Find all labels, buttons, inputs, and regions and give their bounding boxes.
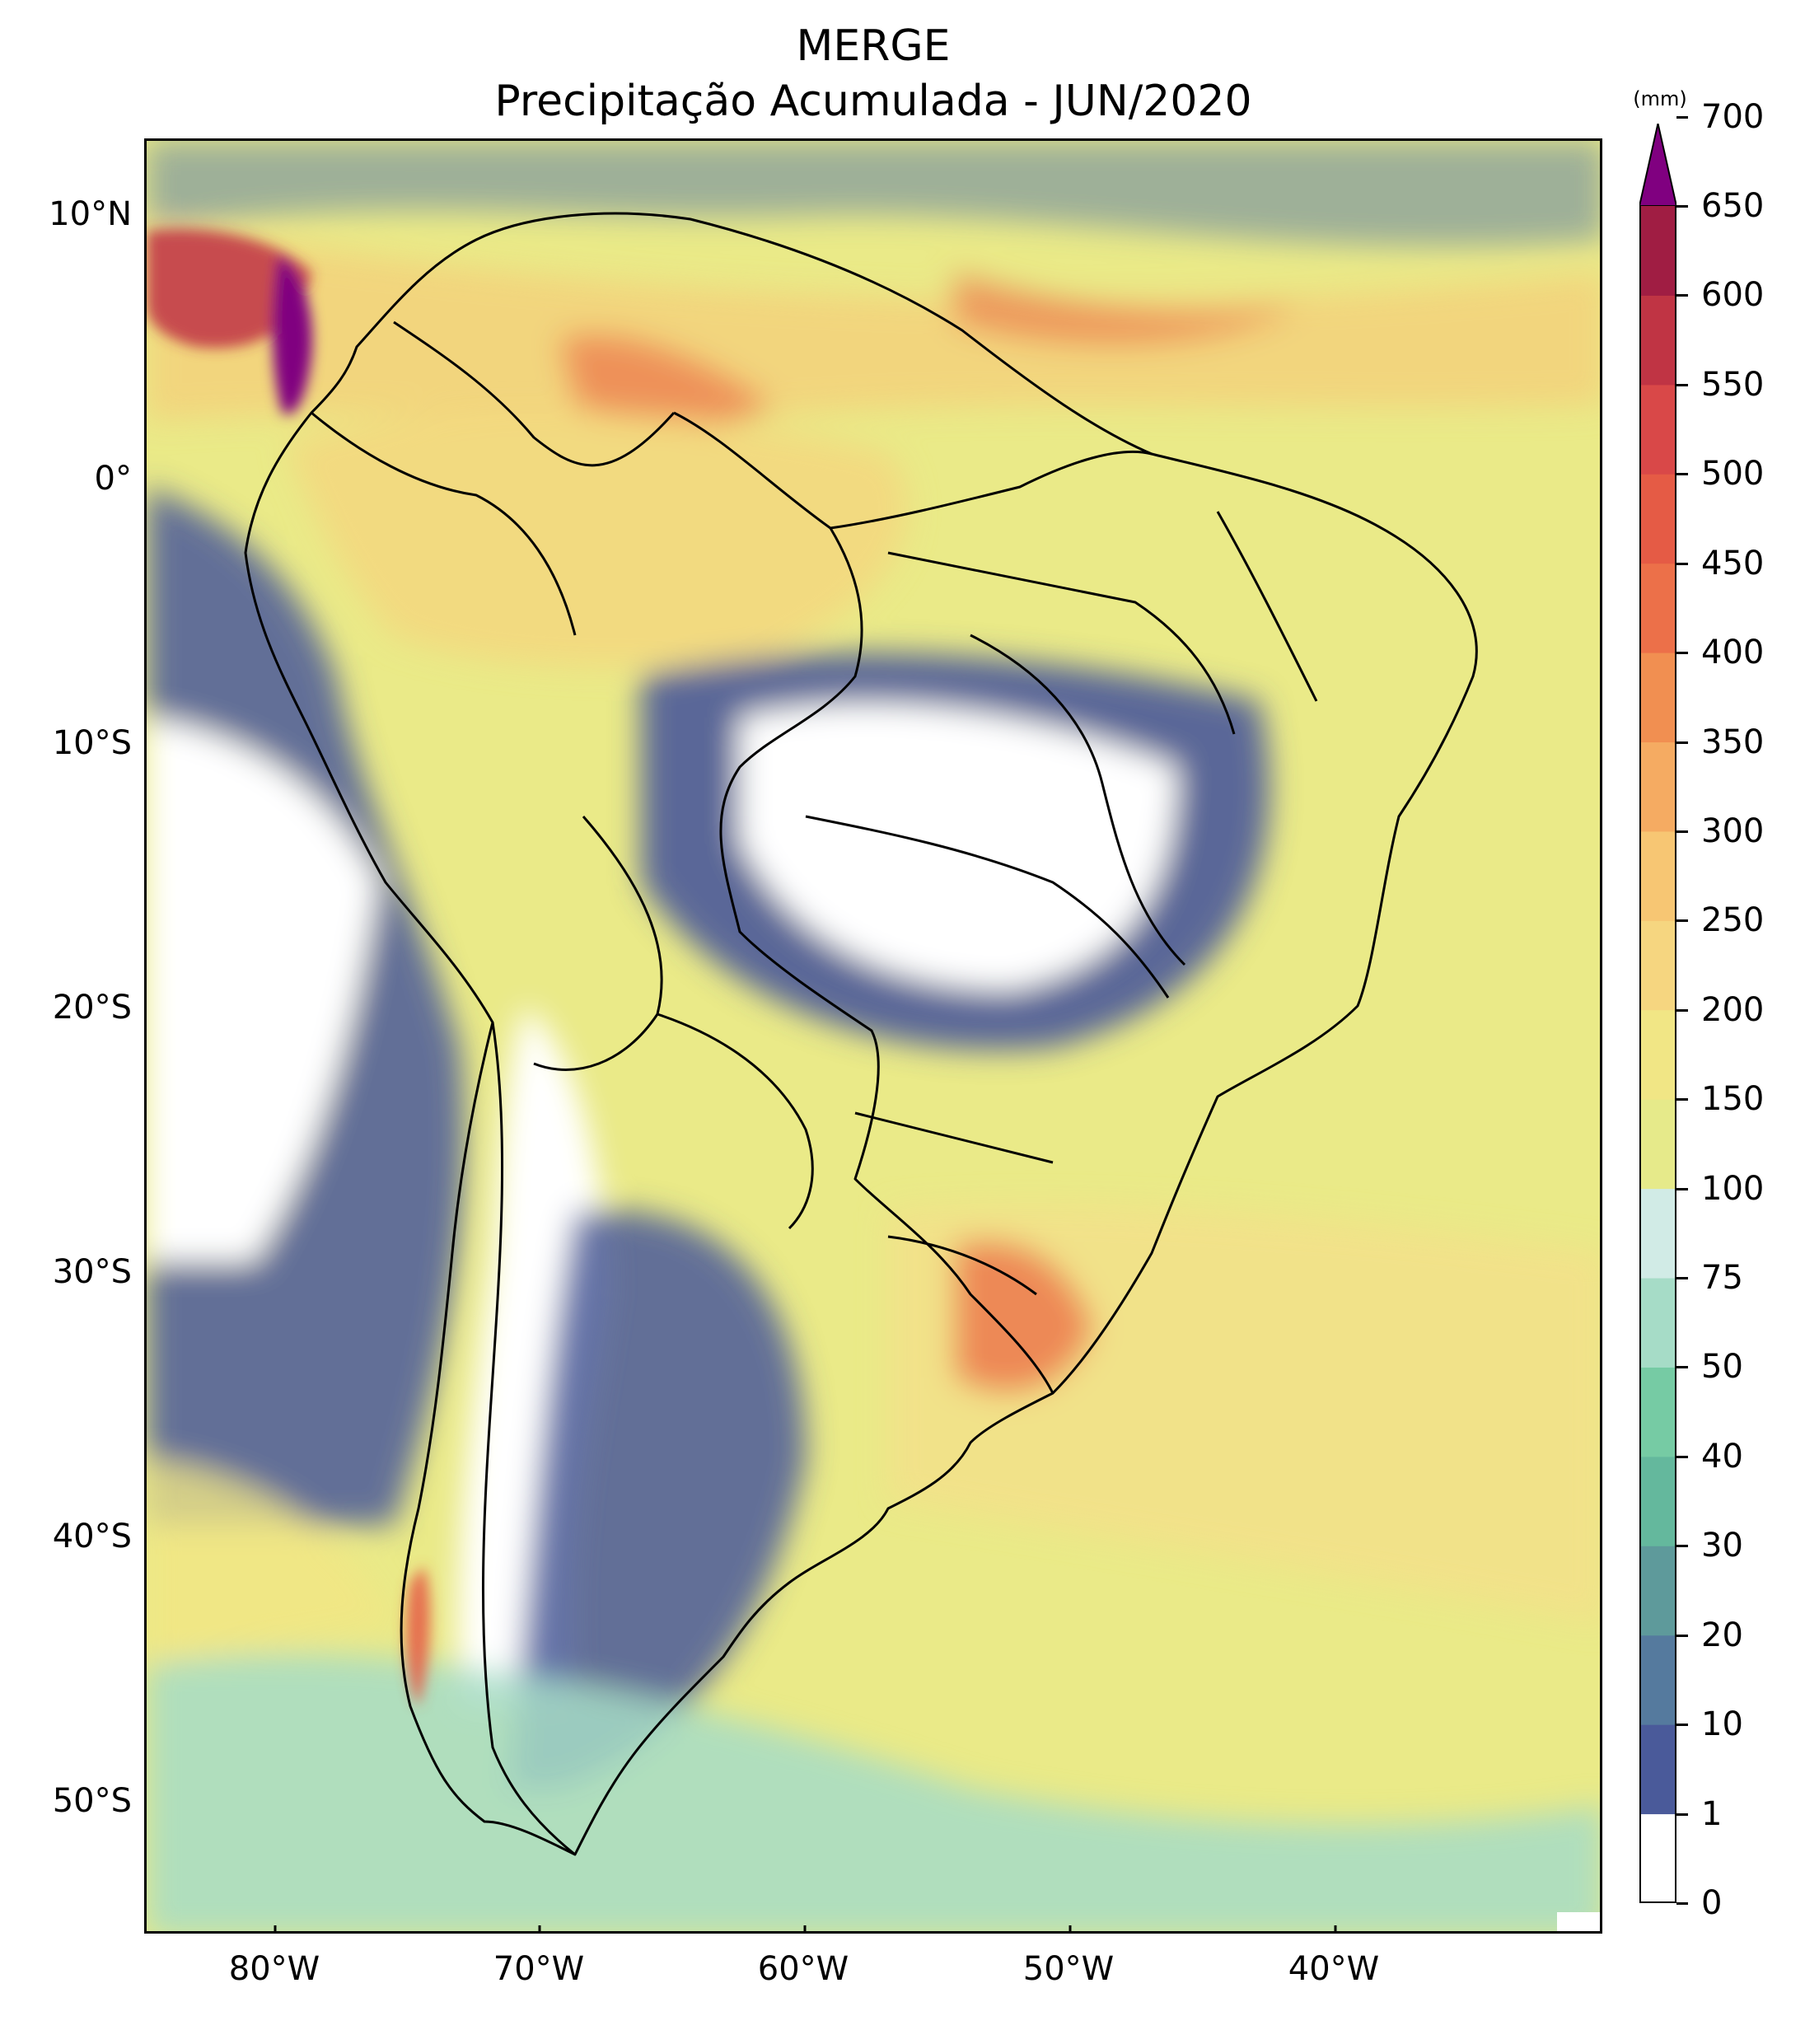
colorbar-tick-mark: [1676, 1366, 1688, 1369]
colorbar-tick-label: 40: [1701, 1437, 1743, 1476]
colorbar-tick-mark: [1676, 294, 1688, 297]
lon-tick: 70°W: [493, 1950, 585, 1988]
inpe-logo: INPE: [1557, 1912, 1600, 1931]
colorbar-tick-mark: [1676, 652, 1688, 655]
colorbar-tick-label: 150: [1701, 1080, 1765, 1119]
colorbar-segment: [1639, 1456, 1676, 1546]
lat-tick: 40°S: [52, 1518, 132, 1555]
colorbar: [1639, 124, 1676, 1903]
precipitation-map: INPE: [144, 138, 1602, 1934]
colorbar-segment: [1639, 1188, 1676, 1279]
colorbar-tick-label: 200: [1701, 990, 1765, 1029]
colorbar-segment: [1639, 1009, 1676, 1100]
colorbar-segment: [1639, 1278, 1676, 1368]
colorbar-tick-label: 700: [1701, 97, 1765, 136]
colorbar-tick-mark: [1676, 383, 1688, 386]
lat-tick: 10°S: [52, 724, 132, 762]
colorbar-segment: [1639, 920, 1676, 1011]
colorbar-tick-mark: [1676, 1902, 1688, 1905]
colorbar-tick-label: 1: [1701, 1794, 1723, 1833]
colorbar-tick-label: 0: [1701, 1884, 1723, 1922]
colorbar-segment: [1639, 1724, 1676, 1815]
colorbar-segment: [1639, 206, 1676, 296]
colorbar-tick-mark: [1676, 1812, 1688, 1816]
colorbar-segment: [1639, 295, 1676, 386]
colorbar-segment: [1639, 1813, 1676, 1903]
colorbar-tick-mark: [1676, 205, 1688, 208]
colorbar-segment: [1639, 1635, 1676, 1725]
lon-tick: 80°W: [228, 1950, 320, 1988]
lon-tick: 50°W: [1022, 1950, 1115, 1988]
map-title: MERGE: [796, 21, 951, 71]
colorbar-tick-mark: [1676, 1545, 1688, 1548]
lon-tick: 40°W: [1288, 1950, 1380, 1988]
colorbar-tick-mark: [1676, 473, 1688, 476]
colorbar-segment: [1639, 563, 1676, 653]
colorbar-tick-label: 350: [1701, 723, 1765, 761]
colorbar-tick-label: 300: [1701, 812, 1765, 850]
colorbar-tick-mark: [1676, 830, 1688, 833]
colorbar-segment: [1639, 652, 1676, 743]
colorbar-tick-label: 100: [1701, 1169, 1765, 1208]
colorbar-extend-arrow: [1639, 124, 1676, 207]
colorbar-segment: [1639, 1099, 1676, 1190]
lat-tick: 20°S: [52, 989, 132, 1027]
colorbar-tick-mark: [1676, 1724, 1688, 1727]
colorbar-tick-label: 30: [1701, 1527, 1743, 1565]
colorbar-segment: [1639, 384, 1676, 475]
colorbar-unit: (mm): [1633, 87, 1687, 110]
lat-tick: 50°S: [52, 1782, 132, 1820]
colorbar-tick-mark: [1676, 1455, 1688, 1458]
colorbar-tick-mark: [1676, 741, 1688, 744]
colorbar-tick-mark: [1676, 1634, 1688, 1637]
colorbar-tick-label: 75: [1701, 1259, 1743, 1298]
colorbar-segment: [1639, 830, 1676, 921]
lat-tick: 0°: [94, 460, 132, 498]
lat-tick: 30°S: [52, 1253, 132, 1291]
colorbar-tick-label: 20: [1701, 1616, 1743, 1654]
colorbar-tick-label: 500: [1701, 455, 1765, 493]
colorbar-tick-label: 10: [1701, 1705, 1743, 1744]
map-subtitle: Precipitação Acumulada - JUN/2020: [494, 77, 1252, 126]
colorbar-segment: [1639, 1367, 1676, 1457]
colorbar-tick-mark: [1676, 562, 1688, 565]
colorbar-tick-mark: [1676, 919, 1688, 923]
colorbar-tick-label: 250: [1701, 901, 1765, 940]
colorbar-segment: [1639, 1546, 1676, 1636]
lon-tick: 60°W: [757, 1950, 849, 1988]
colorbar-segment: [1639, 474, 1676, 564]
colorbar-segment: [1639, 741, 1676, 832]
colorbar-tick-label: 400: [1701, 634, 1765, 672]
lat-tick: 10°N: [49, 195, 132, 233]
colorbar-tick-mark: [1676, 1277, 1688, 1280]
colorbar-frame: [1639, 206, 1676, 1903]
colorbar-tick-label: 650: [1701, 187, 1765, 225]
colorbar-tick-mark: [1676, 1098, 1688, 1102]
colorbar-tick-label: 550: [1701, 365, 1765, 404]
colorbar-tick-label: 450: [1701, 544, 1765, 582]
colorbar-tick-label: 600: [1701, 276, 1765, 315]
colorbar-tick-mark: [1676, 1008, 1688, 1012]
colorbar-tick-mark: [1676, 115, 1688, 119]
colorbar-tick-mark: [1676, 1187, 1688, 1190]
colorbar-tick-label: 50: [1701, 1348, 1743, 1387]
